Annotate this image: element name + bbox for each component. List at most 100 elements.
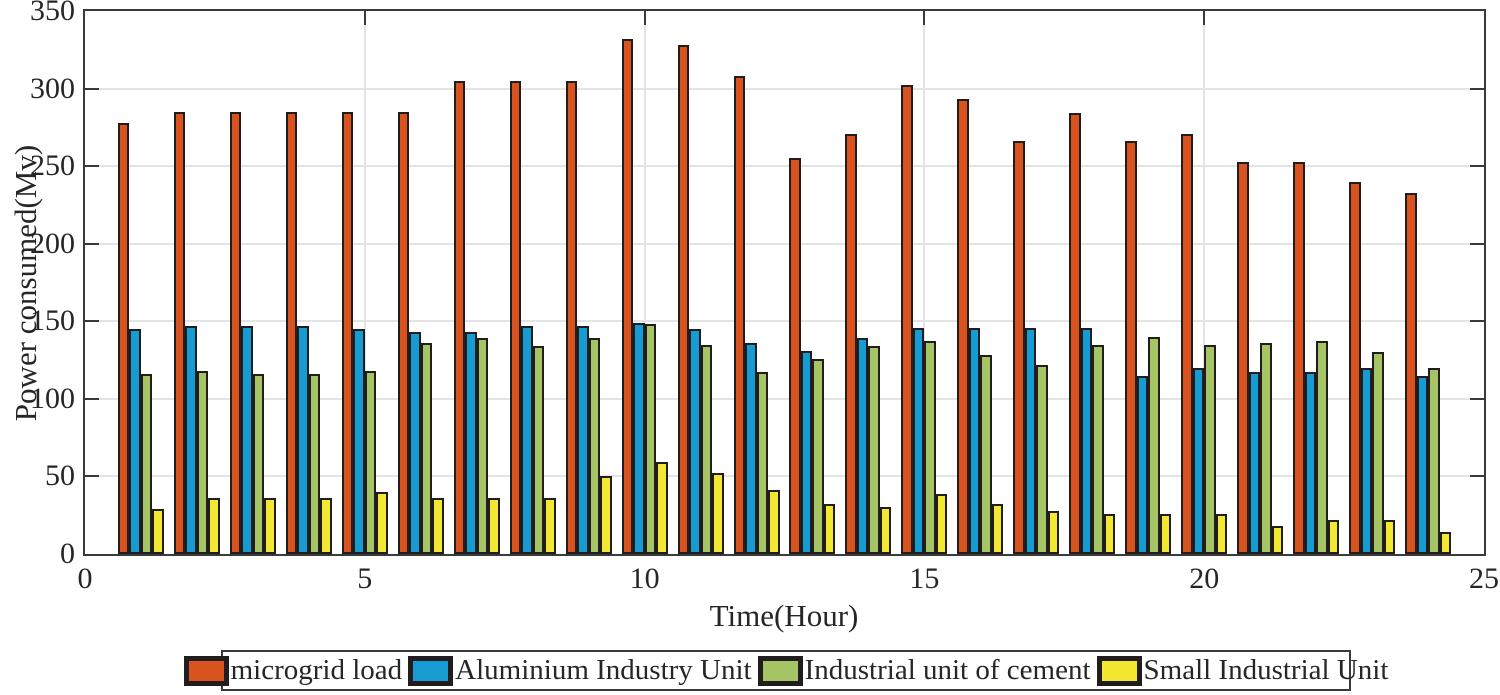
- legend: microgrid load Aluminium Industry Unit I…: [183, 650, 1388, 691]
- bar-aluminium-industry-unit-h20: [1192, 367, 1205, 554]
- bar-microgrid-load-h2: [173, 111, 186, 554]
- bar-small-industrial-unit-h18: [1103, 513, 1116, 554]
- y-tick-label: 200: [30, 226, 75, 260]
- x-tick-label: 20: [1189, 562, 1220, 595]
- legend-swatch-microgrid-load: [183, 655, 229, 686]
- y-tick-label: 300: [30, 71, 75, 105]
- bar-small-industrial-unit-h19: [1159, 513, 1172, 554]
- bar-small-industrial-unit-h5: [376, 491, 388, 554]
- bar-microgrid-load-h24: [1405, 192, 1417, 554]
- bar-aluminium-industry-unit-h12: [745, 343, 757, 554]
- bar-small-industrial-unit-h8: [544, 498, 556, 554]
- bar-microgrid-load-h13: [789, 158, 801, 554]
- bar-industrial-unit-of-cement-h3: [252, 374, 265, 554]
- y-tick-mark: [1470, 475, 1484, 478]
- y-tick-mark: [85, 242, 99, 245]
- bar-industrial-unit-of-cement-h16: [980, 355, 992, 554]
- bar-industrial-unit-of-cement-h21: [1260, 343, 1272, 554]
- bar-aluminium-industry-unit-h21: [1248, 372, 1261, 554]
- bar-microgrid-load-h12: [733, 76, 746, 554]
- bar-microgrid-load-h8: [509, 80, 522, 554]
- y-tick-mark: [85, 87, 99, 90]
- y-tick-mark: [85, 165, 99, 168]
- bar-aluminium-industry-unit-h1: [129, 329, 141, 554]
- legend-entry-small-industrial-unit: Small Industrial Unit: [1096, 655, 1388, 686]
- bar-small-industrial-unit-h2: [208, 498, 220, 554]
- bar-small-industrial-unit-h20: [1215, 513, 1228, 554]
- x-tick-mark: [923, 11, 926, 25]
- v-gridline: [1203, 11, 1206, 554]
- bar-microgrid-load-h1: [117, 122, 130, 554]
- x-tick-label: 0: [77, 562, 93, 595]
- h-gridline: [85, 242, 1484, 245]
- bar-microgrid-load-h5: [341, 111, 354, 554]
- bar-small-industrial-unit-h6: [432, 498, 444, 554]
- bar-small-industrial-unit-h1: [152, 509, 164, 554]
- bar-microgrid-load-h18: [1069, 113, 1081, 554]
- y-tick-label: 0: [60, 537, 75, 570]
- bar-microgrid-load-h4: [285, 111, 298, 554]
- legend-swatch-industrial-unit-of-cement: [757, 655, 803, 686]
- bar-aluminium-industry-unit-h18: [1080, 327, 1093, 554]
- bar-industrial-unit-of-cement-h13: [812, 358, 824, 554]
- bar-aluminium-industry-unit-h22: [1304, 372, 1317, 554]
- y-tick-mark: [1470, 165, 1484, 168]
- bar-microgrid-load-h19: [1125, 141, 1137, 554]
- h-gridline: [85, 87, 1484, 90]
- x-tick-mark: [643, 11, 646, 25]
- x-tick-mark: [1203, 11, 1206, 25]
- bar-aluminium-industry-unit-h4: [297, 325, 309, 554]
- bar-microgrid-load-h21: [1237, 161, 1249, 554]
- y-tick-mark: [85, 320, 99, 323]
- bar-microgrid-load-h3: [229, 111, 242, 554]
- bar-small-industrial-unit-h23: [1383, 519, 1396, 554]
- bar-microgrid-load-h14: [845, 133, 857, 554]
- bar-microgrid-load-h17: [1013, 141, 1025, 554]
- bar-aluminium-industry-unit-h9: [577, 325, 589, 554]
- legend-entry-microgrid-load: microgrid load: [183, 654, 403, 686]
- bar-aluminium-industry-unit-h7: [465, 332, 477, 554]
- bar-industrial-unit-of-cement-h9: [588, 338, 601, 554]
- x-axis-title: Time(Hour): [709, 598, 859, 633]
- y-tick-label: 350: [30, 0, 75, 27]
- y-tick-label: 250: [30, 149, 75, 183]
- bar-aluminium-industry-unit-h10: [633, 322, 645, 554]
- bar-small-industrial-unit-h15: [935, 493, 948, 554]
- bar-aluminium-industry-unit-h23: [1360, 367, 1373, 554]
- legend-label: Aluminium Industry Unit: [455, 654, 752, 686]
- y-tick-mark: [1470, 242, 1484, 245]
- legend-swatch-small-industrial-unit: [1096, 655, 1142, 686]
- legend-label: microgrid load: [230, 654, 403, 686]
- x-tick-label: 15: [909, 562, 940, 595]
- bar-industrial-unit-of-cement-h14: [868, 346, 880, 554]
- bar-small-industrial-unit-h12: [768, 490, 780, 554]
- legend-entry-aluminium-industry-unit: Aluminium Industry Unit: [408, 654, 752, 686]
- h-gridline: [85, 320, 1484, 323]
- legend-entry-industrial-unit-of-cement: Industrial unit of cement: [757, 654, 1091, 686]
- bar-aluminium-industry-unit-h6: [409, 332, 421, 554]
- bar-small-industrial-unit-h21: [1271, 526, 1284, 554]
- bar-small-industrial-unit-h11: [712, 473, 724, 554]
- bar-small-industrial-unit-h4: [320, 498, 332, 554]
- bar-aluminium-industry-unit-h2: [185, 325, 197, 554]
- x-tick-label: 25: [1469, 562, 1499, 595]
- bar-aluminium-industry-unit-h3: [241, 325, 253, 554]
- bar-industrial-unit-of-cement-h8: [532, 346, 545, 554]
- x-tick-label: 5: [357, 562, 373, 595]
- bar-small-industrial-unit-h16: [991, 504, 1004, 554]
- bar-industrial-unit-of-cement-h10: [644, 324, 657, 554]
- y-tick-mark: [85, 475, 99, 478]
- bar-microgrid-load-h22: [1293, 161, 1305, 554]
- bar-industrial-unit-of-cement-h20: [1204, 344, 1216, 554]
- v-gridline: [643, 11, 646, 554]
- bar-industrial-unit-of-cement-h19: [1148, 336, 1160, 554]
- bar-aluminium-industry-unit-h14: [856, 338, 869, 554]
- y-tick-mark: [1470, 320, 1484, 323]
- bar-aluminium-industry-unit-h19: [1136, 375, 1149, 554]
- bar-industrial-unit-of-cement-h22: [1316, 341, 1328, 554]
- y-tick-mark: [1470, 87, 1484, 90]
- legend-label: Industrial unit of cement: [804, 654, 1091, 686]
- bar-microgrid-load-h15: [901, 85, 913, 554]
- h-gridline: [85, 397, 1484, 400]
- bar-microgrid-load-h10: [621, 38, 634, 554]
